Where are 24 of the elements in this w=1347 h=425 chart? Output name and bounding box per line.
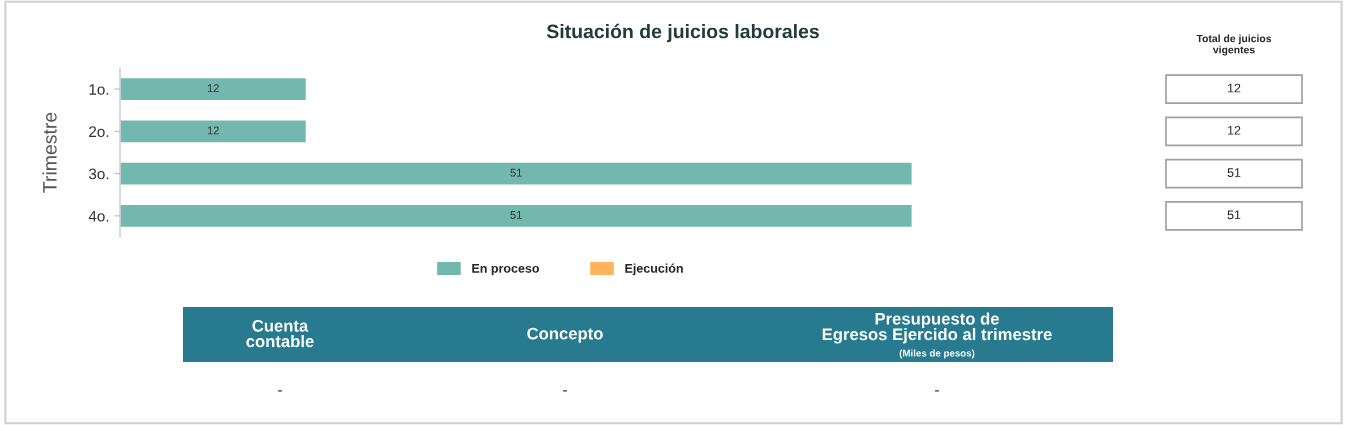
legend-label: Ejecución — [625, 263, 683, 276]
chart-title: Situación de juicios laborales — [546, 23, 819, 43]
text: Presupuesto de Egresos Ejercido al trimestre — [822, 312, 1052, 344]
data-label: 12 — [1228, 125, 1241, 135]
total-label: 51 — [510, 211, 522, 219]
data-label: 51 — [1227, 168, 1241, 177]
y-tick-label: 4o. — [88, 210, 109, 222]
text: - — [563, 390, 567, 392]
text: - — [935, 390, 939, 392]
total-label: 12 — [207, 126, 219, 135]
y-tick-label: 1o. — [89, 84, 109, 95]
total-label: 51 — [510, 168, 522, 177]
y-tick-label: 3o. — [88, 168, 109, 180]
total-label: 12 — [207, 84, 219, 92]
text: (Miles de pesos) — [899, 349, 975, 359]
data-label: 12 — [1228, 83, 1241, 93]
legend-label: En proceso — [472, 264, 540, 276]
text: - — [278, 390, 282, 392]
y-tick-label: 2o. — [89, 126, 109, 138]
y-axis-title: Trimestre — [42, 112, 57, 193]
text: Concepto — [527, 327, 603, 343]
text: Cuenta contable — [246, 319, 314, 348]
text: Total de juicios vigentes — [1196, 34, 1272, 56]
data-label: 51 — [1227, 210, 1241, 220]
